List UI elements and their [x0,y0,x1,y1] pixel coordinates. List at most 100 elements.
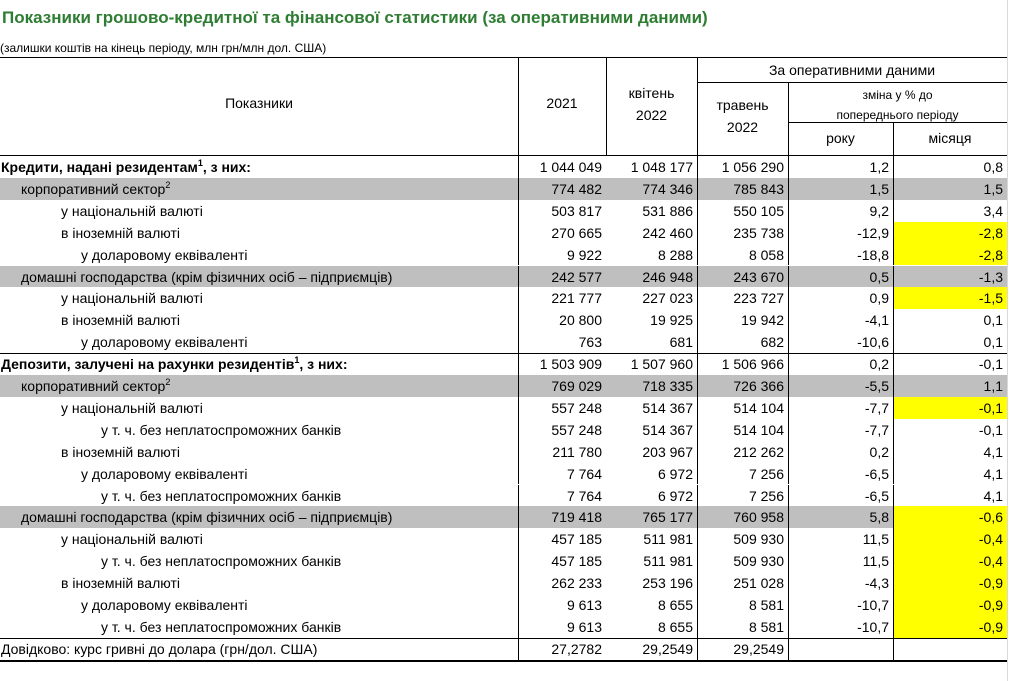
border [788,572,789,594]
value-cell: 769 029 [551,378,602,394]
header-indicator: Показники [225,95,293,111]
border [893,572,894,594]
value-cell: 8 655 [657,597,693,613]
value-cell: 1,5 [869,180,889,197]
value-cell: 3,4 [983,202,1003,219]
label-text: домашні господарства (крім фізичних осіб… [21,509,393,526]
value-cell: 27,2782 [551,640,602,657]
row-label: у національній валюті [61,287,203,309]
border [697,265,698,288]
value-cell: -0,9 [978,575,1003,592]
border [788,122,1007,123]
border [788,637,789,660]
label-text: в іноземній валюті [61,575,180,592]
border [697,156,698,178]
border [788,199,789,222]
row-label: Довідково: курс гривні до доларa (грн/до… [1,638,317,660]
value-cell: 774 482 [551,180,602,197]
border [697,221,698,244]
label-text: у т. ч. без неплатоспроможних банків [101,618,342,635]
value-cell: 0,9 [869,290,889,307]
value-cell: 235 738 [733,224,784,241]
label-text: , з них: [202,159,251,175]
border [788,156,789,178]
row-label: у доларовому еквіваленті [81,594,248,616]
value-cell: 20 800 [559,312,602,329]
header-april-year: 2022 [635,107,668,123]
value-cell: -0,1 [978,356,1003,373]
value-cell: 1 506 966 [721,356,784,373]
row-label: у т. ч. без неплатоспроможних банків [101,485,341,507]
border [893,484,894,507]
highlight [894,615,1007,638]
border [893,177,894,200]
border [518,309,519,332]
value-cell: -10,7 [857,618,889,635]
value-cell: 1 048 177 [630,159,693,175]
border [518,287,519,310]
border [606,57,607,155]
value-cell: -2,8 [978,224,1003,241]
label-text: корпоративний сектор [21,378,166,394]
border [788,82,789,155]
value-cell: -10,7 [857,597,889,613]
border [788,221,789,244]
border [697,396,698,419]
border [697,353,698,375]
border [0,659,1007,662]
row-label: у доларовому еквіваленті [81,331,248,353]
value-cell: 7 764 [566,465,602,482]
border [788,506,789,529]
border [788,528,789,551]
border [697,309,698,332]
border [788,243,789,266]
value-cell: -0,4 [978,553,1003,570]
value-cell: 774 346 [642,180,693,197]
border [697,331,698,354]
row-label: в іноземній валюті [61,222,180,244]
row-label: у доларовому еквіваленті [81,244,248,266]
value-cell: 29,2549 [733,640,784,657]
border [697,462,698,485]
border [518,615,519,638]
border [697,484,698,507]
value-cell: 5,8 [869,509,889,526]
label-text: у доларовому еквіваленті [81,246,248,263]
value-cell: 682 [760,334,784,351]
border [788,265,789,288]
highlight [894,396,1007,419]
border [518,265,519,288]
value-cell: 550 105 [733,202,784,219]
border [788,309,789,332]
border [518,440,519,463]
row-shade [0,506,1007,529]
row-label: домашні господарства (крім фізичних осіб… [21,506,392,528]
border [788,594,789,616]
value-cell: 7 256 [748,487,784,504]
border [893,122,894,155]
row-label: у т. ч. без неплатоспроможних банків [101,419,341,441]
label-text: у національній валюті [61,399,203,416]
value-cell: 4,1 [983,443,1003,460]
footnote-mark: 2 [165,179,171,190]
value-cell: 262 233 [551,575,602,592]
border [518,177,519,200]
row-label: домашні господарства (крім фізичних осіб… [21,266,392,288]
value-cell: -7,7 [864,421,889,438]
border [893,156,894,178]
row-label: у доларовому еквіваленті [81,463,248,485]
border [518,484,519,507]
value-cell: -6,5 [864,465,889,482]
label-text: в іноземній валюті [61,443,180,460]
border [697,287,698,310]
border [893,375,894,397]
header-2021: 2021 [546,95,578,111]
value-cell: 227 023 [642,290,693,307]
header-month: місяця [928,130,972,146]
border [697,199,698,222]
footnote-mark: 2 [165,377,171,387]
border [893,418,894,441]
label-text: у національній валюті [61,202,203,219]
value-cell: 7 256 [748,465,784,482]
value-cell: 4,1 [983,465,1003,482]
